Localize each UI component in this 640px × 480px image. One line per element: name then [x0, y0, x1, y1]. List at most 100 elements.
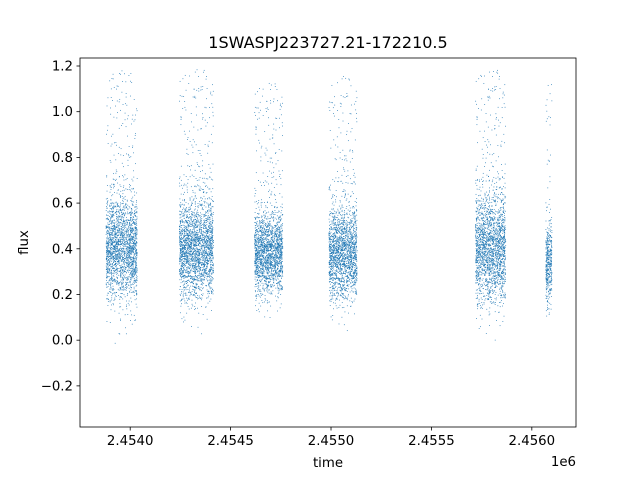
data-point	[258, 302, 260, 304]
data-point	[184, 276, 186, 278]
data-point	[210, 280, 212, 282]
data-point	[120, 256, 121, 258]
data-point	[114, 241, 116, 243]
data-point	[120, 219, 122, 221]
data-point	[267, 161, 269, 162]
data-point	[119, 281, 121, 283]
data-point	[207, 242, 208, 243]
data-point	[186, 269, 188, 271]
data-point	[184, 253, 186, 254]
data-point	[203, 262, 205, 264]
data-point	[185, 255, 187, 257]
data-point	[204, 255, 205, 257]
data-point	[192, 256, 194, 258]
data-point	[204, 272, 206, 274]
data-point	[200, 231, 202, 233]
data-point	[191, 224, 193, 226]
data-point	[204, 259, 206, 261]
data-point	[180, 252, 181, 254]
data-point	[130, 257, 132, 259]
data-point	[112, 234, 114, 236]
data-point	[196, 265, 198, 267]
data-point	[126, 178, 128, 179]
data-point	[108, 216, 110, 217]
data-point	[135, 216, 137, 217]
data-point	[130, 240, 132, 241]
data-point	[212, 270, 214, 272]
data-point	[181, 303, 182, 305]
data-point	[210, 248, 212, 249]
data-point	[117, 261, 118, 263]
data-point	[209, 275, 211, 276]
data-point	[186, 139, 188, 140]
data-point	[206, 318, 208, 320]
data-point	[126, 200, 128, 202]
data-point	[133, 170, 134, 172]
data-point	[113, 273, 115, 275]
data-point	[132, 268, 133, 270]
data-point	[126, 262, 128, 263]
data-point	[192, 241, 194, 243]
data-point	[211, 228, 212, 230]
data-point	[184, 210, 186, 212]
data-point	[109, 263, 111, 265]
data-point	[131, 276, 133, 278]
data-point	[106, 257, 107, 259]
data-point	[133, 241, 135, 243]
data-point	[132, 241, 133, 243]
data-point	[127, 247, 129, 248]
data-point	[119, 248, 121, 249]
data-point	[188, 279, 190, 281]
data-point	[133, 243, 135, 244]
data-point	[117, 270, 119, 272]
data-point	[110, 247, 112, 249]
data-point	[195, 239, 197, 241]
data-point	[135, 248, 136, 250]
data-point	[185, 287, 187, 289]
data-point	[111, 243, 113, 245]
data-point	[208, 290, 209, 292]
data-point	[122, 190, 124, 192]
data-point	[179, 263, 180, 265]
data-point	[125, 247, 127, 249]
data-point	[184, 133, 186, 135]
data-point	[134, 222, 136, 223]
data-point	[185, 294, 186, 296]
data-point	[190, 285, 192, 287]
data-point	[110, 281, 112, 283]
data-point	[201, 264, 202, 265]
data-point	[183, 234, 185, 236]
data-point	[129, 247, 131, 249]
data-point	[119, 221, 121, 223]
data-point	[122, 236, 123, 238]
data-point	[280, 252, 282, 254]
data-point	[129, 240, 131, 242]
data-point	[190, 292, 192, 294]
data-point	[121, 224, 123, 226]
data-point	[202, 207, 203, 209]
data-point	[121, 248, 123, 250]
data-point	[194, 309, 196, 310]
data-point	[113, 246, 115, 248]
data-point	[186, 262, 188, 264]
data-point	[209, 254, 210, 256]
data-point	[182, 199, 184, 201]
data-point	[202, 251, 204, 253]
data-point	[211, 267, 212, 268]
data-point	[259, 272, 261, 274]
data-point	[109, 254, 111, 256]
data-point	[125, 230, 126, 232]
data-point	[190, 246, 192, 247]
data-point	[183, 289, 185, 291]
data-point	[182, 284, 184, 286]
data-point	[182, 209, 183, 211]
data-point	[134, 227, 136, 229]
data-point	[194, 272, 195, 274]
data-point	[205, 242, 207, 244]
data-point	[119, 232, 121, 234]
data-point	[201, 213, 203, 215]
data-point	[201, 245, 203, 247]
data-point	[209, 218, 211, 220]
data-point	[200, 220, 202, 222]
